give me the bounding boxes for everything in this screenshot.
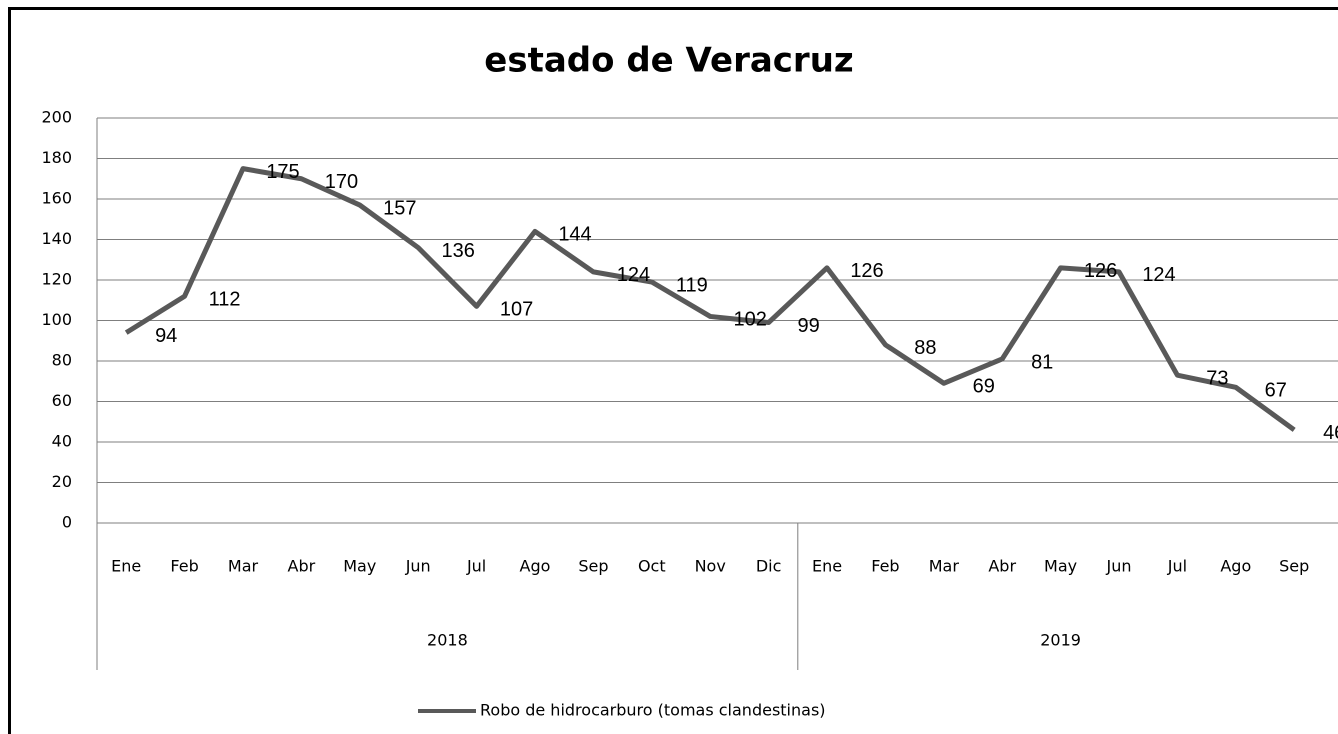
legend-label: Robo de hidrocarburo (tomas clandestinas… <box>480 701 826 720</box>
data-label: 46 <box>1323 422 1338 444</box>
y-tick-label: 60 <box>52 391 72 410</box>
data-label: 124 <box>1142 264 1175 286</box>
data-label: 69 <box>973 376 995 398</box>
x-tick-label: Jun <box>405 557 431 576</box>
data-label: 102 <box>734 309 767 331</box>
x-tick-label: Sep <box>1279 557 1309 576</box>
y-tick-label: 0 <box>62 513 72 532</box>
data-label: 112 <box>209 288 241 310</box>
x-tick-label: Abr <box>988 557 1016 576</box>
x-tick-label: Mar <box>929 557 960 576</box>
x-tick-label: Dic <box>756 557 782 576</box>
data-label: 73 <box>1206 367 1228 389</box>
data-label: 99 <box>797 315 819 337</box>
x-group-label: 2018 <box>427 631 468 650</box>
y-tick-label: 200 <box>41 108 72 127</box>
chart-title: estado de Veracruz <box>484 41 853 81</box>
y-tick-label: 80 <box>52 351 72 370</box>
data-label: 136 <box>442 240 475 262</box>
y-tick-label: 40 <box>52 432 72 451</box>
x-tick-label: Feb <box>170 557 198 576</box>
x-tick-label: May <box>1044 557 1077 576</box>
x-tick-label: Ago <box>1220 557 1251 576</box>
x-tick-label: Jun <box>1106 557 1132 576</box>
x-tick-label: Jul <box>466 557 486 576</box>
y-tick-label: 20 <box>52 472 72 491</box>
x-tick-label: Jul <box>1167 557 1187 576</box>
x-tick-label: Ene <box>812 557 842 576</box>
data-label: 170 <box>325 171 358 193</box>
frame <box>8 7 1338 734</box>
data-label: 126 <box>1084 260 1117 282</box>
data-label: 94 <box>155 325 177 347</box>
data-label: 88 <box>914 337 936 359</box>
data-label: 119 <box>676 274 708 296</box>
x-tick-label: Ago <box>520 557 551 576</box>
y-tick-label: 120 <box>41 270 72 289</box>
y-tick-label: 180 <box>41 148 72 167</box>
y-tick-label: 140 <box>41 229 72 248</box>
y-tick-label: 100 <box>41 310 72 329</box>
data-label: 126 <box>850 260 883 282</box>
series-line <box>124 166 1296 432</box>
y-tick-label: 160 <box>41 189 72 208</box>
data-label: 67 <box>1265 380 1287 402</box>
data-label: 107 <box>500 299 533 321</box>
data-label: 144 <box>558 224 591 246</box>
data-label: 157 <box>383 197 416 219</box>
x-tick-label: Mar <box>228 557 259 576</box>
x-tick-label: Oct <box>638 557 666 576</box>
x-group-label: 2019 <box>1040 631 1081 650</box>
x-tick-label: Abr <box>288 557 316 576</box>
x-tick-label: Feb <box>871 557 899 576</box>
data-label: 81 <box>1031 351 1053 373</box>
x-tick-label: Sep <box>578 557 608 576</box>
x-tick-label: Nov <box>695 557 726 576</box>
data-label: 124 <box>617 264 650 286</box>
data-label: 175 <box>266 161 299 183</box>
x-tick-label: Ene <box>111 557 141 576</box>
x-tick-label: May <box>343 557 376 576</box>
